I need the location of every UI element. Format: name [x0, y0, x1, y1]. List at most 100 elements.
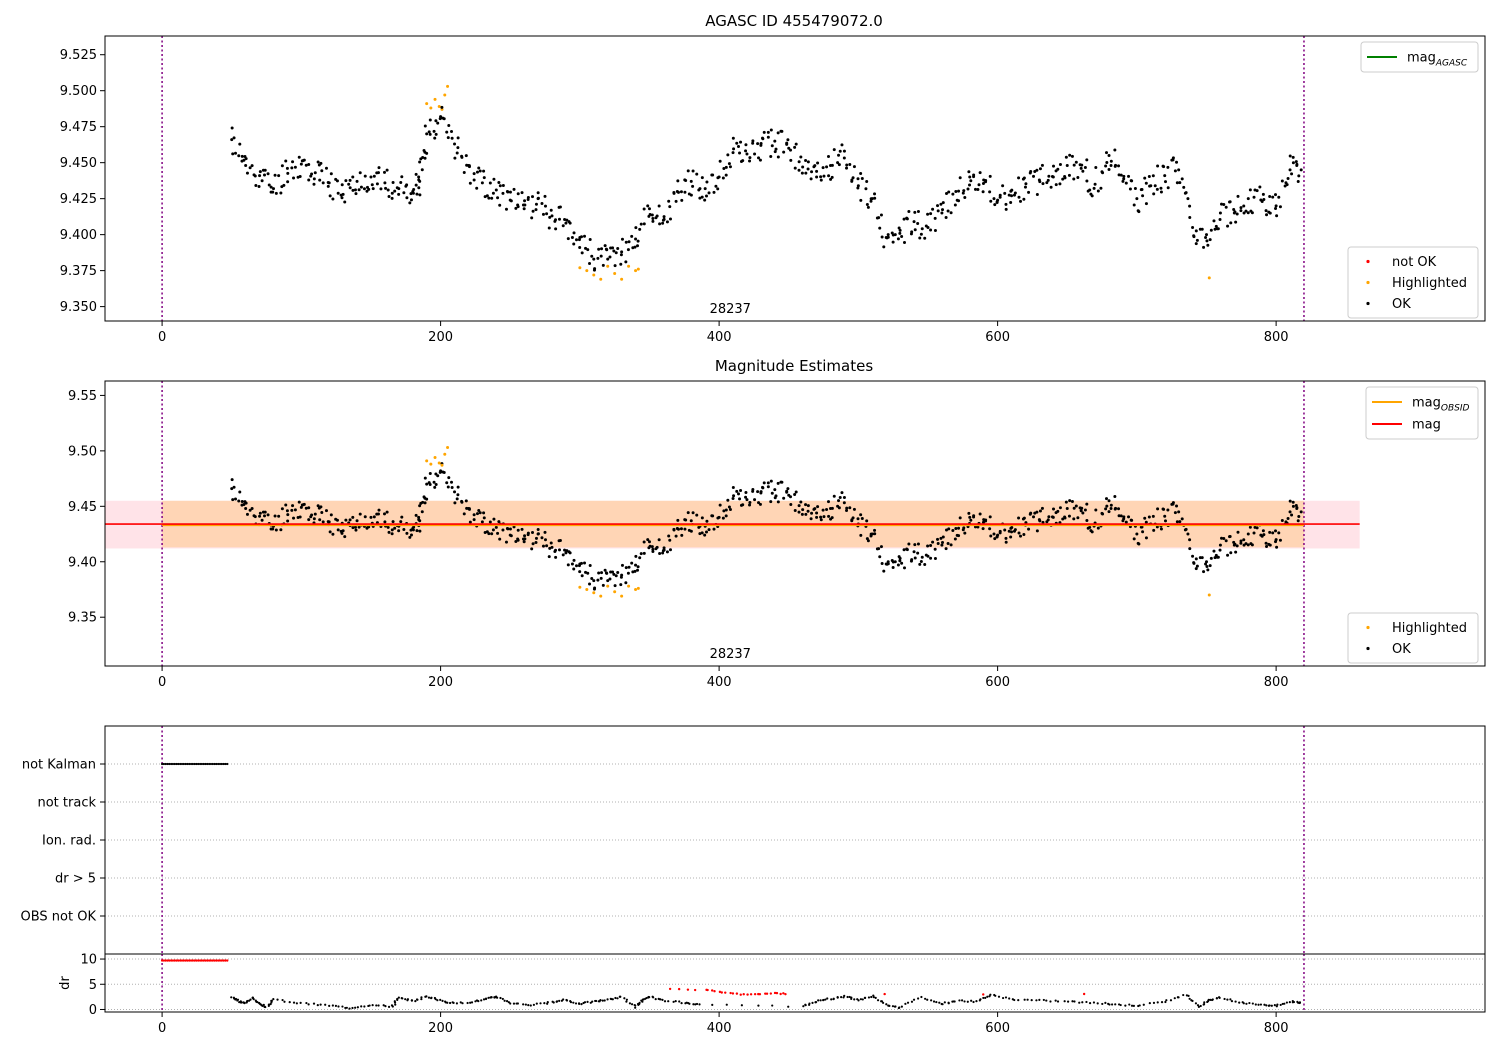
estimates-point-ok [549, 541, 553, 545]
agasc-point-ok [945, 191, 949, 195]
agasc-point-ok [731, 136, 735, 140]
estimates-point-ok [419, 501, 423, 505]
estimates-point-ok [612, 572, 616, 576]
agasc-point-ok [848, 163, 852, 167]
estimates-point-ok [793, 493, 797, 497]
agasc-point-ok [234, 151, 238, 155]
estimates-point-ok [710, 514, 714, 518]
agasc-point-ok [869, 199, 873, 203]
estimates-point-ok [998, 531, 1002, 535]
agasc-point-ok [801, 165, 805, 169]
agasc-point-ok [253, 174, 257, 178]
agasc-point-ok [1144, 181, 1148, 185]
estimates-point-ok [1175, 504, 1179, 508]
estimates-point-ok [1147, 515, 1151, 519]
agasc-point-ok [907, 210, 911, 214]
estimates-point-ok [1235, 544, 1239, 548]
dr-point-clipped [188, 959, 191, 962]
agasc-point-ok [1226, 224, 1230, 228]
agasc-point-ok [782, 150, 786, 154]
estimates-point-ok [447, 476, 451, 480]
agasc-point-ok [981, 182, 985, 186]
estimates-point-ok [408, 535, 412, 539]
estimates-point-ok [926, 554, 930, 558]
estimates-point-ok [1019, 534, 1023, 538]
agasc-point-ok [1286, 177, 1290, 181]
agasc-point-ok [277, 174, 281, 178]
agasc-point-ok [313, 171, 317, 175]
dr-point [377, 1004, 380, 1007]
agasc-point-ok [961, 191, 965, 195]
agasc-point-ok [988, 190, 992, 194]
dr-point [436, 999, 439, 1002]
estimates-point-highlighted [578, 585, 582, 589]
agasc-point-ok [377, 166, 381, 170]
estimates-point-ok [355, 519, 359, 523]
dr-point-red [713, 989, 716, 993]
agasc-point-ok [1229, 221, 1233, 225]
estimates-point-ok [418, 529, 422, 533]
agasc-point-ok [1159, 186, 1163, 190]
estimates-point-ok [1105, 504, 1109, 508]
agasc-point-ok [676, 190, 680, 194]
agasc-point-ok [786, 138, 790, 142]
estimates-point-ok [425, 482, 429, 486]
flag-point-not-kalman [211, 762, 214, 766]
agasc-point-ok [902, 241, 906, 245]
dr-point [427, 996, 431, 999]
agasc-point-ok [762, 130, 766, 134]
dr-point [469, 1001, 472, 1004]
estimates-point-ok [279, 528, 283, 532]
agasc-point-ok [558, 205, 562, 209]
estimates-point-ok [947, 527, 951, 531]
estimates-point-highlighted [613, 590, 617, 594]
estimates-point-ok [397, 529, 401, 533]
dr-point [941, 1003, 944, 1006]
estimates-point-ok [1004, 536, 1008, 540]
estimates-point-ok [1250, 543, 1254, 547]
agasc-point-ok [967, 170, 971, 174]
estimates-point-ok [523, 537, 527, 541]
agasc-point-ok [1114, 163, 1118, 167]
estimates-point-ok [1107, 510, 1111, 514]
estimates-point-ok [1265, 544, 1269, 548]
dr-point [846, 995, 849, 999]
estimates-point-ok [316, 504, 320, 508]
agasc-point-ok [321, 181, 325, 185]
agasc-point-ok [1065, 164, 1069, 168]
agasc-point-ok [605, 248, 609, 252]
dr-point-clipped [169, 959, 173, 962]
agasc-point-highlighted [433, 97, 437, 101]
agasc-point-ok [523, 203, 527, 207]
estimates-x-tick-label: 400 [707, 675, 732, 690]
agasc-point-ok [1127, 174, 1131, 178]
agasc-point-ok [1202, 245, 1206, 249]
estimates-point-ok [336, 528, 340, 532]
estimates-point-ok [516, 538, 520, 542]
agasc-point-ok [780, 129, 784, 133]
agasc-point-ok [1113, 148, 1117, 152]
estimates-point-ok [996, 533, 1000, 537]
legend-label-text: OK [1392, 642, 1411, 657]
dr-point [826, 997, 829, 1000]
agasc-point-ok [1056, 167, 1060, 171]
estimates-point-ok [341, 529, 345, 533]
dr-point [811, 1001, 814, 1004]
dr-point [351, 1006, 354, 1010]
agasc-point-ok [698, 187, 702, 191]
estimates-point-ok [679, 527, 683, 531]
dr-point [459, 1001, 462, 1004]
dr-point [401, 997, 404, 1000]
agasc-point-ok [1085, 158, 1089, 162]
agasc-point-ok [924, 224, 928, 228]
agasc-point-ok [1258, 185, 1262, 189]
dr-point [1049, 1000, 1052, 1003]
agasc-point-ok [722, 167, 726, 171]
estimates-point-ok [1017, 516, 1021, 520]
agasc-point-ok [1264, 209, 1268, 213]
agasc-point-ok [240, 154, 244, 158]
agasc-point-ok [248, 166, 252, 170]
magnitude-estimates-title: Magnitude Estimates [715, 357, 873, 375]
estimates-point-ok [954, 526, 958, 530]
dr-point [893, 1005, 897, 1008]
